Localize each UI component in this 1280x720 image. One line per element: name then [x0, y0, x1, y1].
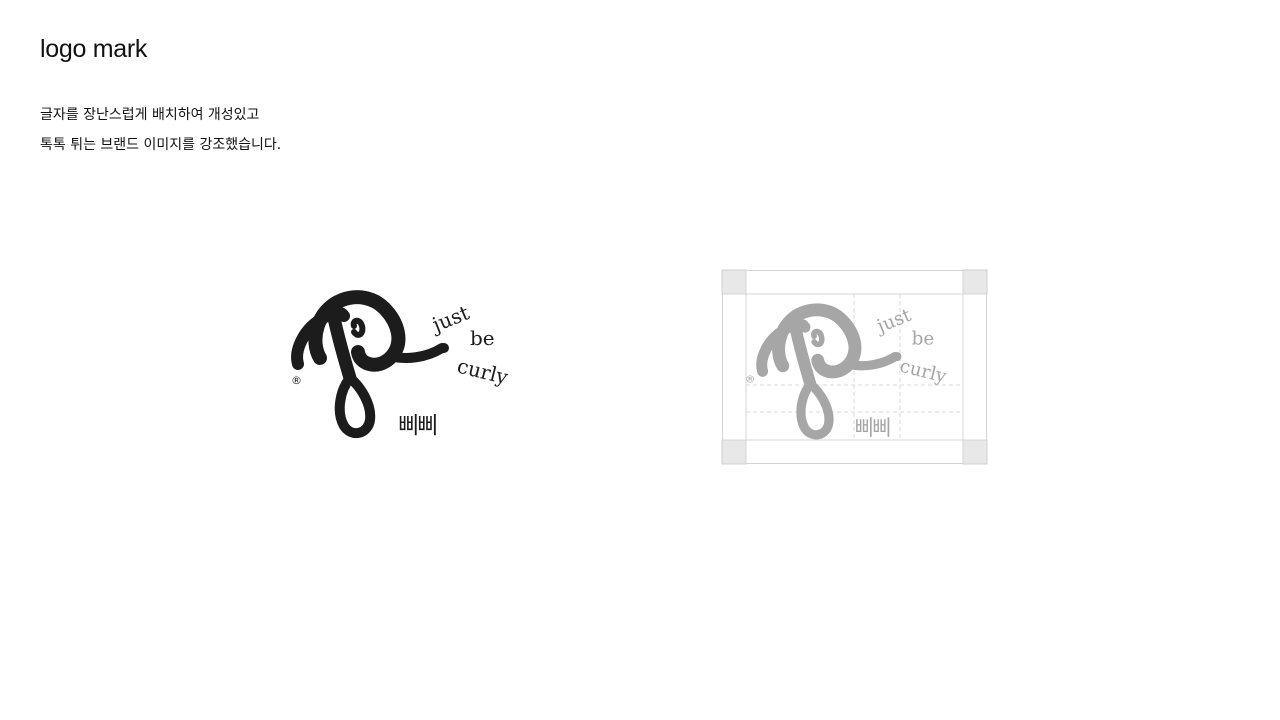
logo-symbol — [291, 290, 447, 439]
guide-tagline-be: be — [912, 329, 935, 350]
guide-registered-mark: ® — [745, 374, 755, 385]
guide-logo-symbol: ® just be curly 삐삐 — [745, 303, 949, 440]
korean-wordmark: 삐삐 — [398, 413, 436, 439]
guide-corner-top-right — [962, 269, 988, 295]
guide-corner-top-left — [721, 269, 747, 295]
guide-corner-bottom-right — [962, 439, 988, 465]
guide-outer-frame — [722, 270, 987, 464]
tagline-be: be — [470, 326, 495, 350]
description: 글자를 장난스럽게 배치하여 개성있고 톡톡 튀는 브랜드 이미지를 강조했습니… — [40, 100, 281, 160]
logo-mark-clearspace-guide: ® just be curly 삐삐 — [721, 269, 988, 465]
guide-korean-wordmark: 삐삐 — [855, 415, 891, 440]
guide-tagline-just: just — [872, 305, 914, 338]
logo-dot — [439, 343, 449, 353]
description-line-2: 톡톡 튀는 브랜드 이미지를 강조했습니다. — [40, 137, 282, 153]
tagline-just: just — [427, 300, 473, 337]
description-line-1: 글자를 장난스럽게 배치하여 개성있고 — [40, 107, 260, 123]
registered-mark: ® — [291, 374, 302, 387]
page-title: logo mark — [40, 35, 148, 63]
guide-tagline-curly: curly — [898, 356, 949, 388]
logo-mark-primary: ® just be curly 삐삐 — [280, 280, 520, 450]
logo-mark-guide-graphic: ® just be curly 삐삐 — [721, 269, 988, 465]
logo-mark-primary-graphic: ® just be curly 삐삐 — [291, 290, 511, 439]
guide-corner-bottom-left — [721, 439, 747, 465]
tagline-curly: curly — [455, 354, 511, 390]
